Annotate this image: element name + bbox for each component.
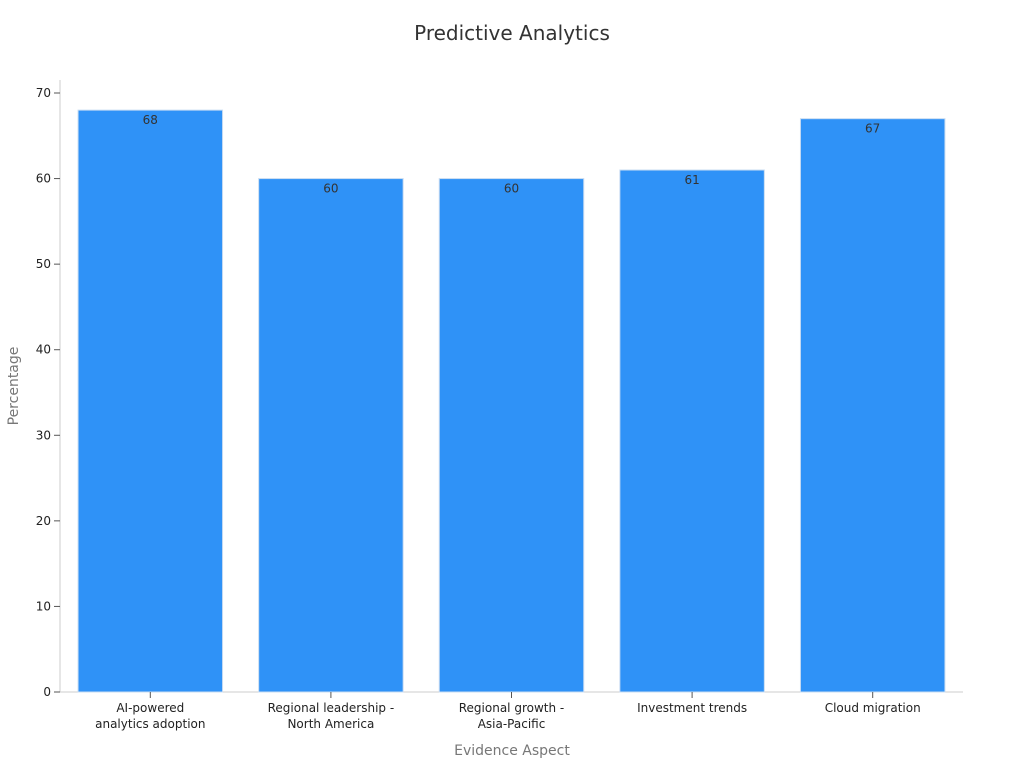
y-tick-label: 10 xyxy=(36,599,51,613)
x-tick-label: Regional growth - Asia-Pacific xyxy=(459,701,564,731)
x-tick-label-line: Asia-Pacific xyxy=(478,717,546,731)
x-tick-label: Investment trends xyxy=(637,701,747,715)
bar xyxy=(77,109,224,693)
x-tick-label-line: Investment trends xyxy=(637,701,747,715)
x-tick-label: AI-powered analytics adoption xyxy=(95,701,205,731)
data-label: 60 xyxy=(504,182,519,196)
data-label: 61 xyxy=(684,173,699,187)
y-tick-label: 20 xyxy=(36,514,51,528)
y-tick-label: 60 xyxy=(36,172,51,186)
bar xyxy=(258,178,404,693)
y-tick-label: 70 xyxy=(36,86,51,100)
y-tick-label: 50 xyxy=(36,257,51,271)
data-label: 67 xyxy=(865,122,880,136)
y-tick-label: 40 xyxy=(36,343,51,357)
y-tick-label: 0 xyxy=(43,685,51,699)
x-tick-label: Regional leadership - North America xyxy=(268,701,395,731)
data-label: 68 xyxy=(143,113,158,127)
bar xyxy=(619,169,765,693)
x-tick-label: Cloud migration xyxy=(825,701,921,715)
y-tick-label: 30 xyxy=(36,428,51,442)
x-tick-label-line: analytics adoption xyxy=(95,717,205,731)
y-axis-title: Percentage xyxy=(6,347,22,426)
x-tick-label-line: Cloud migration xyxy=(825,701,921,715)
x-tick-label-line: Regional growth - xyxy=(459,701,564,715)
x-tick-label-line: AI-powered xyxy=(116,701,184,715)
x-tick-label-line: North America xyxy=(287,717,374,731)
data-label: 60 xyxy=(323,182,338,196)
x-tick-label-line: Regional leadership - xyxy=(268,701,395,715)
chart-title: Predictive Analytics xyxy=(414,21,610,45)
bar xyxy=(438,178,585,693)
bar xyxy=(799,118,946,693)
plot-area: 0 10 20 30 40 50 60 70 68 AI-powered analytics ado… xyxy=(36,80,963,731)
x-axis-title: Evidence Aspect xyxy=(454,743,570,759)
